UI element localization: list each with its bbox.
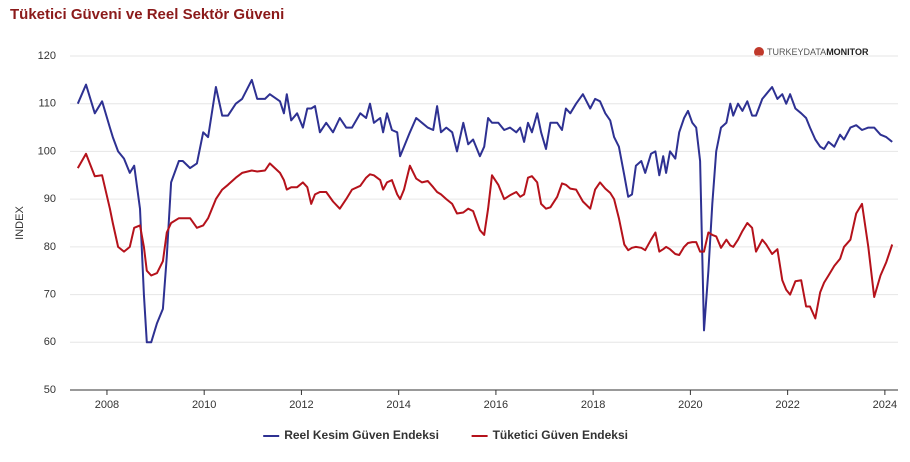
y-axis-label: INDEX [14,206,26,240]
watermark: TURKEYDATAMONITOR [767,47,869,57]
watermark-part: MONITOR [826,47,869,57]
watermark-part: TURKEYDATA [767,47,826,57]
x-tick-label: 2014 [386,399,410,411]
x-tick-label: 2016 [484,399,508,411]
x-tick-label: 2024 [873,399,897,411]
x-tick-label: 2012 [289,399,313,411]
y-tick-label: 60 [44,336,56,348]
legend-label: Reel Kesim Güven Endeksi [284,428,439,442]
y-tick-label: 90 [44,193,56,205]
x-tick-label: 2018 [581,399,605,411]
series-line [76,152,894,320]
legend-label: Tüketici Güven Endeksi [493,428,628,442]
series-line [76,78,893,344]
x-tick-label: 2008 [95,399,119,411]
x-tick-label: 2022 [775,399,799,411]
x-tick-label: 2010 [192,399,216,411]
x-tick-label: 2020 [678,399,702,411]
chart-title: Tüketici Güveni ve Reel Sektör Güveni [10,6,284,23]
y-tick-label: 50 [44,384,56,396]
logo-icon [754,47,764,57]
y-tick-label: 120 [38,50,56,62]
y-tick-label: 110 [38,98,56,110]
legend-item: Reel Kesim Güven Endeksi [263,428,439,442]
y-tick-label: 80 [44,241,56,253]
y-tick-label: 100 [38,145,56,157]
legend-item: Tüketici Güven Endeksi [471,428,628,442]
y-tick-label: 70 [44,288,56,300]
